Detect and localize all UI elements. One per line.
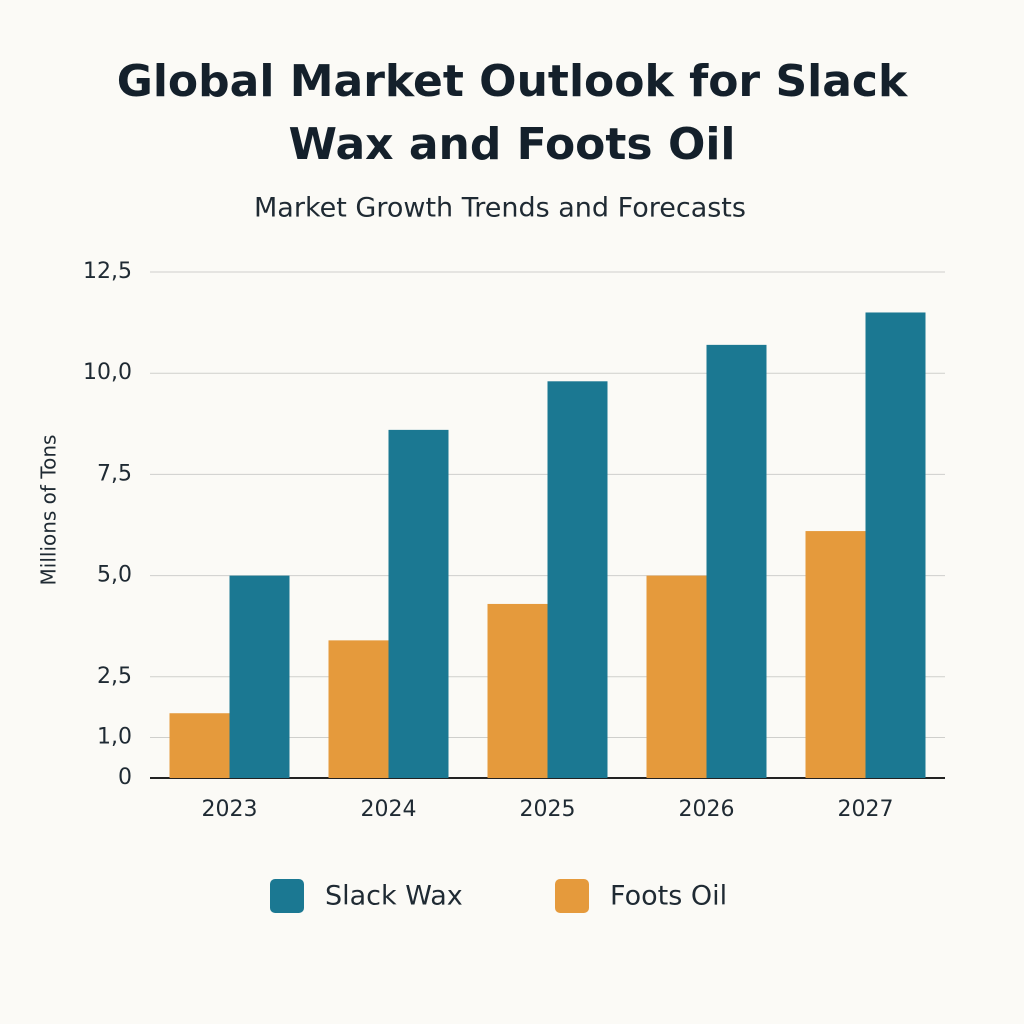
bar [646,575,707,778]
legend-label: Foots Oil [610,881,727,912]
bar [169,713,230,778]
bar [388,429,449,778]
y-tick-label: 7,5 [97,461,132,486]
bar [229,575,290,778]
y-tick-label: 2,5 [97,664,132,689]
x-tick-label: 2027 [838,797,894,822]
chart-title: Global Market Outlook for Slack Wax and … [116,56,908,170]
legend-swatch [555,879,589,913]
bar [706,344,767,778]
x-tick-label: 2026 [679,797,735,822]
y-tick-label: 12,5 [83,259,132,284]
y-tick-label: 5,0 [97,563,132,588]
bar [547,381,608,778]
bar [805,531,866,778]
legend-swatch [270,879,304,913]
bar [328,640,389,778]
bar [487,603,548,778]
y-tick-label: 0 [118,765,132,790]
x-tick-label: 2024 [361,797,417,822]
y-tick-label: 10,0 [83,360,132,385]
chart-subtitle: Market Growth Trends and Forecasts [254,193,746,224]
bar [865,312,926,778]
legend-label: Slack Wax [325,881,463,912]
x-tick-label: 2023 [202,797,258,822]
y-axis-label: Millions of Tons [37,435,61,586]
y-tick-label: 1,0 [97,725,132,750]
x-tick-label: 2025 [520,797,576,822]
